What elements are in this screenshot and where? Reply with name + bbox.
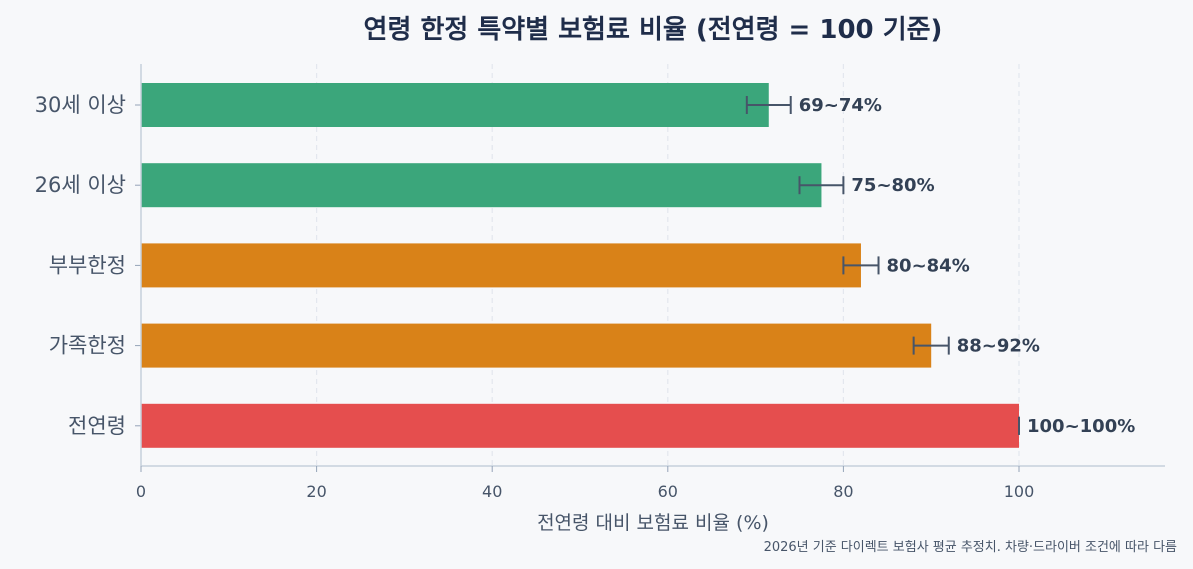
chart-title: 연령 한정 특약별 보험료 비율 (전연령 = 100 기준) <box>364 15 943 45</box>
category-label: 가족한정 <box>49 334 126 358</box>
footnote: 2026년 기준 다이렉트 보험사 평균 추정치. 차량·드라이버 조건에 따라… <box>764 540 1177 555</box>
category-label: 전연령 <box>68 414 126 438</box>
data-label: 80~84% <box>887 255 970 276</box>
x-tick-labels: 0 20 40 60 80 100 <box>136 482 1034 501</box>
x-tick-label: 40 <box>482 482 502 501</box>
x-tick-label: 20 <box>306 482 326 501</box>
data-labels: 69~74% 75~80% 80~84% 88~92% 100~100% <box>799 95 1136 437</box>
axes <box>135 64 1165 472</box>
bar <box>141 323 932 368</box>
x-axis-title: 전연령 대비 보험료 비율 (%) <box>537 512 769 534</box>
data-label: 88~92% <box>957 336 1040 357</box>
error-bars <box>745 96 1020 435</box>
x-tick-label: 60 <box>658 482 678 501</box>
bar <box>141 243 861 288</box>
data-label: 69~74% <box>799 95 882 116</box>
x-tick-label: 0 <box>136 482 146 501</box>
bar <box>141 83 769 127</box>
bar <box>141 403 1019 448</box>
x-tick-label: 100 <box>1004 482 1035 501</box>
category-label: 부부한정 <box>49 253 126 277</box>
data-label: 100~100% <box>1027 416 1135 437</box>
category-label: 26세 이상 <box>35 173 126 197</box>
category-label: 30세 이상 <box>35 93 126 117</box>
bar <box>141 163 822 208</box>
bars <box>141 83 1019 448</box>
data-label: 75~80% <box>851 175 934 196</box>
x-tick-label: 80 <box>833 482 853 501</box>
